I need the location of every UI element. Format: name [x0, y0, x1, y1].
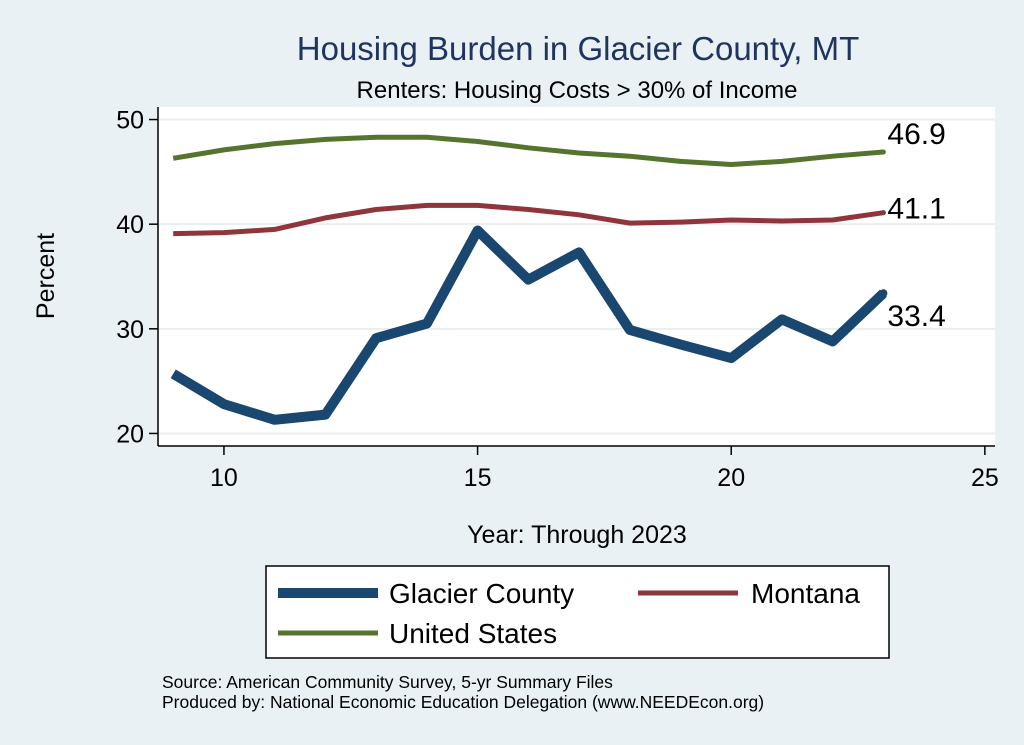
y-tick-label: 20 — [116, 420, 144, 448]
end-label-glacier-county: 33.4 — [887, 300, 945, 333]
end-label-montana: 41.1 — [887, 193, 945, 226]
chart-subtitle: Renters: Housing Costs > 30% of Income — [357, 77, 798, 104]
end-point-glacier-county — [879, 289, 888, 298]
legend-label-glacier-county: Glacier County — [389, 578, 574, 609]
axes: 20 30 40 50 10 15 20 25 — [116, 107, 999, 492]
legend-box — [265, 565, 890, 659]
series-line-glacier-county — [170, 225, 887, 425]
legend-label-united-states: United States — [389, 618, 557, 649]
chart-title: Housing Burden in Glacier County, MT — [297, 30, 859, 67]
end-point-montana — [880, 210, 886, 216]
plot-area — [158, 107, 995, 446]
end-label-united-states: 46.9 — [887, 118, 945, 151]
y-tick-label: 30 — [116, 316, 144, 344]
y-tick-label: 50 — [116, 107, 144, 135]
source-note: Source: American Community Survey, 5-yr … — [162, 672, 613, 692]
end-labels: 46.9 41.1 33.4 — [887, 118, 945, 333]
series-group — [170, 134, 888, 425]
x-tick-label: 25 — [971, 464, 999, 492]
x-tick-label: 10 — [210, 464, 238, 492]
series-line-united-states — [172, 134, 884, 167]
end-point-united-states — [880, 149, 886, 155]
x-tick-label: 20 — [717, 464, 745, 492]
y-tick-label: 40 — [116, 211, 144, 239]
y-axis-label: Percent — [32, 233, 60, 319]
legend-label-montana: Montana — [751, 578, 860, 609]
series-line-montana — [173, 202, 884, 237]
legend: Glacier County Montana United States — [265, 565, 890, 659]
x-tick-label: 15 — [464, 464, 492, 492]
x-axis-label: Year: Through 2023 — [467, 521, 687, 549]
produced-note: Produced by: National Economic Education… — [162, 692, 764, 712]
